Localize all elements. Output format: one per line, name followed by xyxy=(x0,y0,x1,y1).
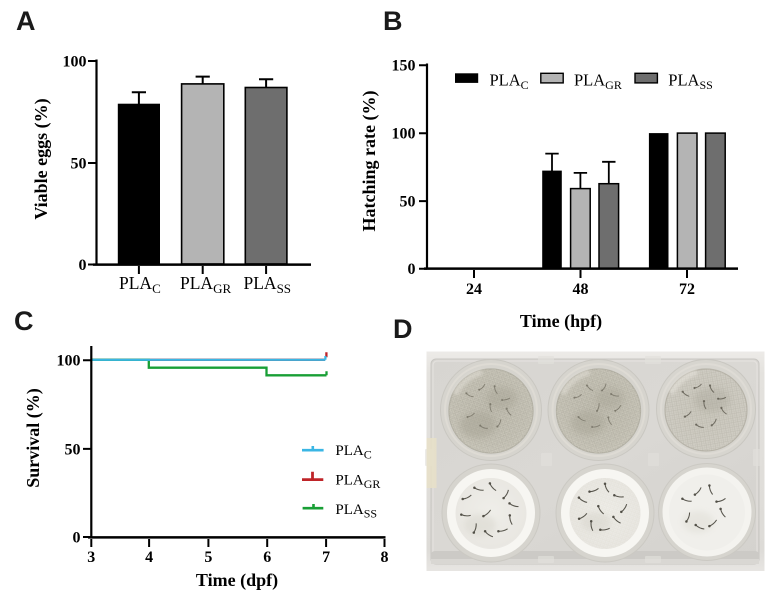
svg-text:100: 100 xyxy=(63,54,87,71)
svg-text:D: D xyxy=(393,314,413,344)
svg-text:4: 4 xyxy=(145,549,153,566)
svg-text:Viable eggs (%): Viable eggs (%) xyxy=(31,98,52,219)
svg-text:0: 0 xyxy=(79,257,87,274)
svg-text:50: 50 xyxy=(400,194,416,211)
svg-text:150: 150 xyxy=(392,58,416,75)
svg-text:3: 3 xyxy=(87,549,95,566)
svg-text:A: A xyxy=(16,6,36,36)
svg-text:24: 24 xyxy=(466,281,482,298)
svg-text:0: 0 xyxy=(73,529,81,546)
svg-text:Time (dpf): Time (dpf) xyxy=(196,570,278,591)
svg-text:PLAC: PLAC xyxy=(490,71,529,93)
svg-text:Time (hpf): Time (hpf) xyxy=(520,311,602,332)
svg-text:7: 7 xyxy=(322,549,330,566)
svg-text:8: 8 xyxy=(381,549,389,566)
svg-text:PLAC: PLAC xyxy=(335,443,371,462)
svg-text:50: 50 xyxy=(71,156,87,173)
svg-text:72: 72 xyxy=(679,281,695,298)
svg-text:48: 48 xyxy=(573,281,589,298)
svg-text:PLAGR: PLAGR xyxy=(335,473,380,492)
svg-text:C: C xyxy=(14,306,34,336)
svg-text:50: 50 xyxy=(65,441,81,458)
svg-text:5: 5 xyxy=(204,549,212,566)
svg-text:PLASS: PLASS xyxy=(335,502,377,521)
svg-text:PLAC: PLAC xyxy=(119,273,161,296)
svg-text:100: 100 xyxy=(392,126,416,143)
svg-text:100: 100 xyxy=(57,353,81,370)
svg-text:Survival (%): Survival (%) xyxy=(23,388,44,488)
svg-text:B: B xyxy=(383,6,403,36)
svg-text:Hatching rate (%): Hatching rate (%) xyxy=(359,91,380,232)
svg-text:6: 6 xyxy=(263,549,271,566)
svg-text:0: 0 xyxy=(408,261,416,278)
